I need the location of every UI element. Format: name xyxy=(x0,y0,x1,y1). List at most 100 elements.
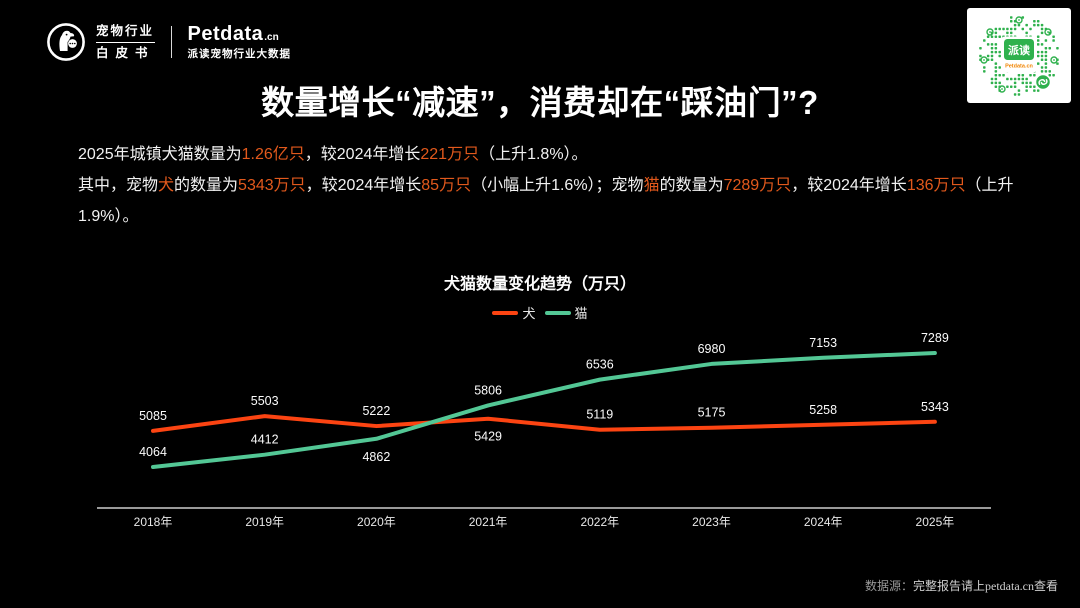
trend-chart-svg: 2018年 2019年 2020年 2021年 2022年 2023年 2024年 2025年… xyxy=(97,331,991,529)
qr-dot xyxy=(1048,46,1051,49)
qr-dot xyxy=(1021,73,1025,76)
qr-dot xyxy=(1040,50,1044,53)
qr-dot xyxy=(1048,73,1051,76)
x-axis-tick-label: 2019年 xyxy=(245,515,284,529)
qr-dot xyxy=(1029,27,1032,30)
logo-text: 宠物行业 白皮书 xyxy=(96,25,155,59)
legend-item-dog[interactable]: 犬 xyxy=(492,303,536,322)
intro-highlight: 221万只 xyxy=(420,146,480,163)
qr-dot xyxy=(994,81,998,84)
qr-dot xyxy=(1013,92,1017,96)
series-line-cat xyxy=(151,351,937,469)
qr-dot xyxy=(1006,27,1009,30)
whitepaper-dog-logo-icon xyxy=(46,22,86,62)
qr-dot xyxy=(990,54,994,57)
qr-dot xyxy=(1036,19,1040,23)
brand-block: Petdata .cn 派读宠物行业大数据 xyxy=(188,24,292,60)
qr-dot xyxy=(1006,85,1009,88)
qr-dot xyxy=(983,69,986,73)
qr-dot xyxy=(979,54,982,57)
intro-run: 的数量为 xyxy=(659,177,724,194)
qr-dot xyxy=(1036,34,1040,38)
value-label-dog: 5258 xyxy=(809,403,837,417)
value-label-cat: 7289 xyxy=(921,331,949,345)
qr-dot xyxy=(990,34,994,38)
qr-dot xyxy=(994,31,998,34)
qr-center-label: 派读 xyxy=(1008,43,1030,57)
value-label-cat: 4862 xyxy=(362,450,390,464)
qr-center-badge xyxy=(1004,38,1034,60)
qr-dot xyxy=(1052,38,1055,42)
qr-dot xyxy=(1010,77,1013,80)
qr-dot xyxy=(1036,23,1040,26)
value-label-cat: 6980 xyxy=(698,342,726,356)
x-axis-tick-label: 2022年 xyxy=(580,515,619,529)
qr-dot xyxy=(994,77,998,80)
intro-highlight: 7289万只 xyxy=(723,177,792,194)
intro-highlight: 1.26亿只 xyxy=(241,146,305,163)
qr-dot xyxy=(1040,58,1044,61)
qr-ring xyxy=(980,55,988,64)
intro-run: 其中，宠物 xyxy=(78,177,159,194)
value-label-cat: 5806 xyxy=(474,383,502,397)
qr-ring-dot xyxy=(983,58,985,61)
intro-run: ，较2024年增长 xyxy=(791,177,907,194)
qr-dot xyxy=(1017,92,1021,96)
chart-legend: 犬猫 xyxy=(0,303,1080,322)
value-label-dog: 5119 xyxy=(586,408,613,422)
value-label-cat: 6536 xyxy=(586,358,614,372)
qr-dot xyxy=(994,61,998,65)
qr-dot xyxy=(1044,61,1048,65)
qr-dot xyxy=(1044,58,1048,61)
qr-dot xyxy=(1040,69,1044,73)
brand-top: Petdata .cn xyxy=(188,24,292,44)
value-label-dog: 5222 xyxy=(362,404,390,418)
qr-dot xyxy=(990,42,994,46)
x-axis-tick-label: 2021年 xyxy=(469,515,508,529)
value-label-dog: 5085 xyxy=(139,409,167,423)
qr-dot xyxy=(1033,88,1036,92)
qr-dot xyxy=(1002,27,1005,30)
legend-swatch-cat xyxy=(544,310,571,315)
qr-dot xyxy=(1036,88,1040,92)
intro-highlight: 犬 xyxy=(158,177,175,194)
intro-run: ，较2024年增长 xyxy=(304,146,421,163)
source-text: 完整报告请上petdata.cn查看 xyxy=(913,579,1058,593)
intro-highlight: 猫 xyxy=(643,177,660,194)
qr-dot xyxy=(1036,38,1040,42)
intro-run: ，较2024年增长 xyxy=(305,177,422,194)
qr-dot xyxy=(994,85,998,88)
qr-dot xyxy=(990,50,994,53)
intro-run: 2025年城镇犬猫数量为 xyxy=(78,146,242,163)
source-label: 数据源： xyxy=(865,579,914,593)
value-label-cat: 7153 xyxy=(809,336,837,350)
qr-center-sub: Petdata.cn xyxy=(1005,63,1033,69)
qr-dot xyxy=(1048,69,1051,73)
qr-dot xyxy=(1013,27,1017,30)
qr-dot xyxy=(1013,23,1017,26)
qr-dot xyxy=(998,73,1001,76)
qr-dot xyxy=(1029,85,1032,88)
qr-dot xyxy=(1033,23,1036,26)
qr-dot xyxy=(1044,38,1048,42)
qr-pattern-svg: 派读 Petdata.cn xyxy=(979,15,1059,96)
value-label-dog: 5343 xyxy=(921,400,949,414)
brand-suffix: .cn xyxy=(264,32,279,44)
qr-dot xyxy=(1040,42,1044,46)
qr-dot xyxy=(1002,73,1005,76)
qr-dot xyxy=(998,27,1001,30)
x-axis-tick-label: 2025年 xyxy=(916,515,955,529)
qr-dot xyxy=(986,34,990,38)
qr-dot xyxy=(1036,50,1040,53)
qr-ring xyxy=(1044,27,1052,36)
legend-item-cat[interactable]: 猫 xyxy=(544,303,588,322)
qr-dot xyxy=(994,50,998,53)
qr-dot xyxy=(1056,61,1059,65)
qr-dot xyxy=(1036,54,1040,57)
x-axis-tick-label: 2023年 xyxy=(692,515,731,529)
qr-dot xyxy=(1040,27,1044,30)
qr-dot xyxy=(1033,73,1036,76)
brand-name: Petdata xyxy=(187,23,264,46)
qr-dot xyxy=(994,65,998,69)
